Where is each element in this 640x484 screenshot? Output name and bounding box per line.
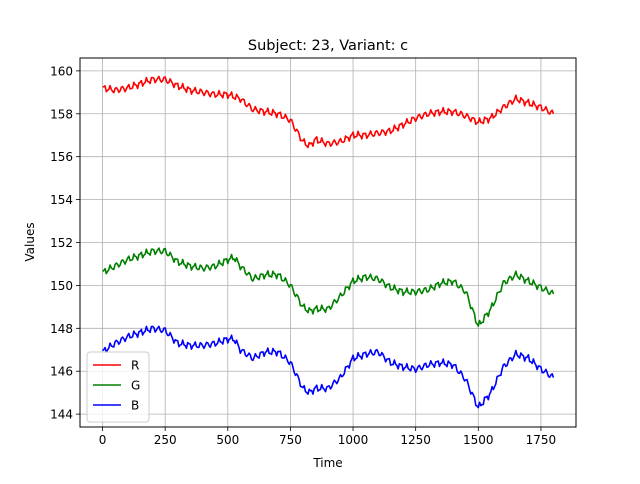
y-tick-label: 144 [50, 408, 73, 422]
x-tick-label: 250 [154, 433, 177, 447]
y-tick-label: 156 [50, 150, 73, 164]
grid [80, 58, 576, 427]
x-axis: 0 250 500 750 1000 1250 1500 1750 [99, 427, 556, 447]
x-tick-label: 1500 [463, 433, 494, 447]
series-line-g [102, 247, 555, 327]
chart-title: Subject: 23, Variant: c [248, 38, 408, 54]
y-tick-label: 154 [50, 193, 73, 207]
y-axis: 144 146 148 150 152 154 156 158 160 [50, 64, 80, 422]
legend: RGB [86, 351, 150, 423]
y-tick-label: 150 [50, 279, 73, 293]
x-tick-label: 1750 [526, 433, 557, 447]
y-tick-label: 152 [50, 236, 73, 250]
y-tick-label: 148 [50, 322, 73, 336]
legend-label-r: R [131, 359, 139, 373]
x-tick-label: 0 [99, 433, 107, 447]
y-tick-label: 160 [50, 64, 73, 78]
y-tick-label: 146 [50, 365, 73, 379]
series-line-r [102, 75, 555, 149]
legend-label-b: B [131, 399, 139, 413]
x-tick-label: 500 [216, 433, 239, 447]
y-tick-label: 158 [50, 107, 73, 121]
y-axis-label: Values [23, 222, 37, 261]
legend-label-g: G [131, 379, 140, 393]
series-line-b [102, 325, 555, 409]
x-tick-label: 1250 [400, 433, 431, 447]
x-tick-label: 1000 [338, 433, 369, 447]
x-axis-label: Time [312, 456, 342, 470]
x-tick-label: 750 [279, 433, 302, 447]
series-group [102, 75, 555, 409]
